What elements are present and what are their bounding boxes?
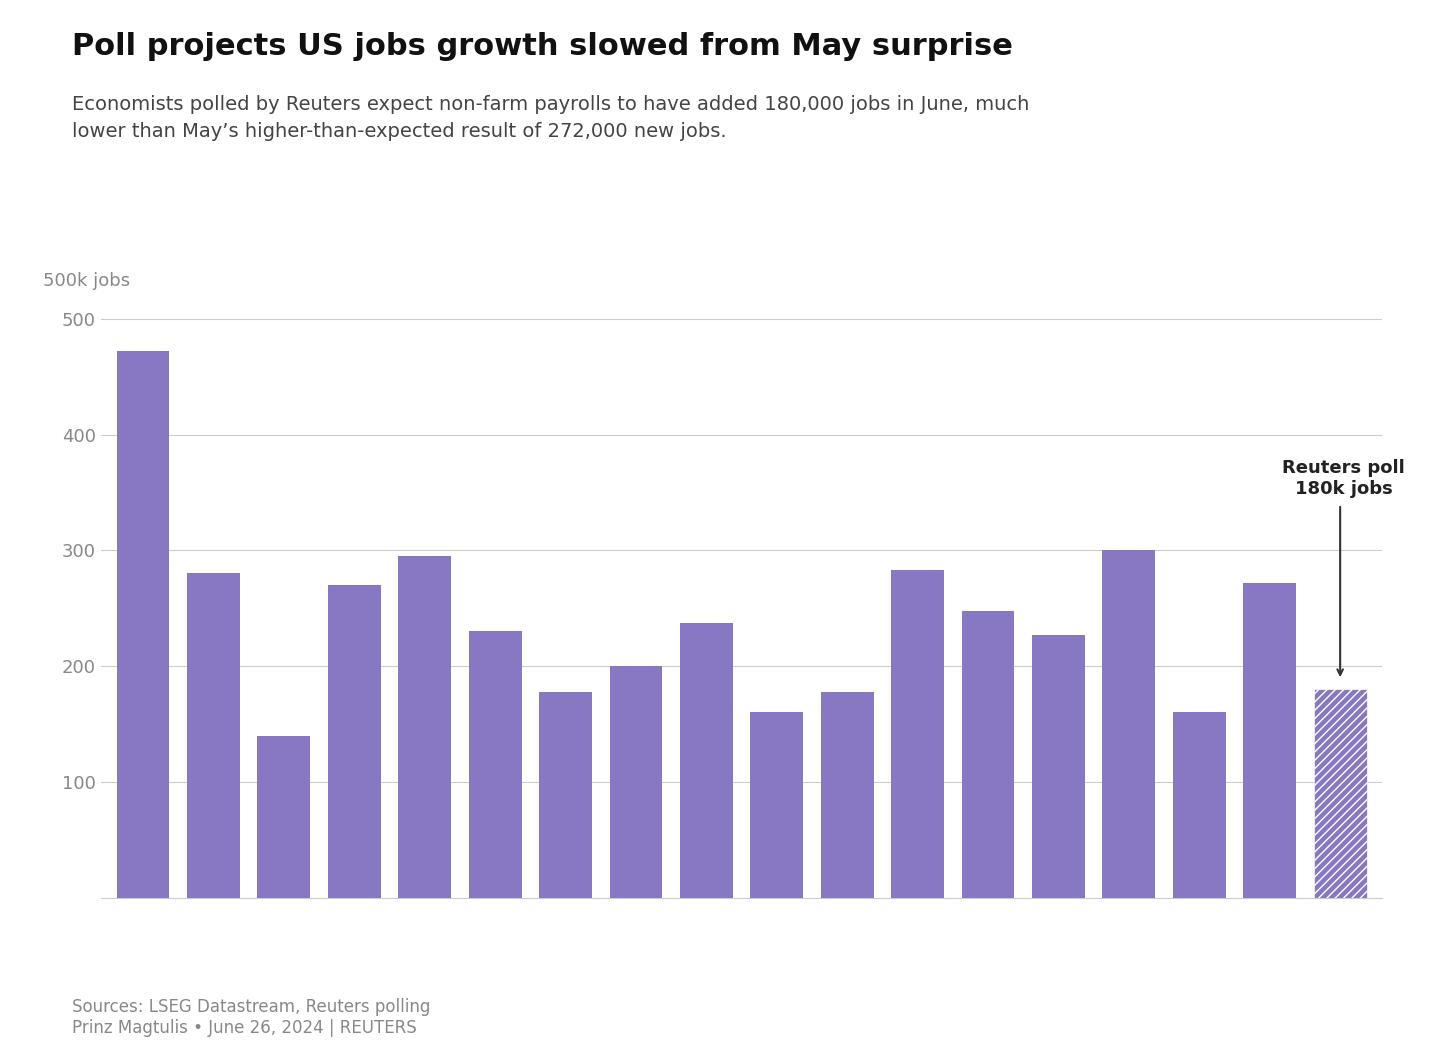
Bar [1243,583,1296,898]
Bar [399,557,451,898]
Bar [117,352,170,898]
Text: 500k jobs: 500k jobs [43,271,130,289]
Text: Poll projects US jobs growth slowed from May surprise: Poll projects US jobs growth slowed from… [72,32,1012,60]
Bar [821,692,874,898]
Bar [750,713,804,898]
Text: Sources: LSEG Datastream, Reuters polling: Sources: LSEG Datastream, Reuters pollin… [72,998,431,1016]
Bar [962,610,1014,898]
Bar [609,666,662,898]
Bar [258,736,310,898]
Text: Prinz Magtulis • June 26, 2024 | REUTERS: Prinz Magtulis • June 26, 2024 | REUTERS [72,1019,416,1037]
Bar [187,573,240,898]
Bar [328,585,380,898]
Bar [891,570,945,898]
Bar [680,623,733,898]
Bar [1032,635,1084,898]
Bar [1313,690,1367,898]
Bar [1174,713,1225,898]
Text: Reuters poll
180k jobs: Reuters poll 180k jobs [1282,459,1405,498]
Bar [1103,550,1155,898]
Text: Economists polled by Reuters expect non-farm payrolls to have added 180,000 jobs: Economists polled by Reuters expect non-… [72,95,1030,140]
Bar [469,631,521,898]
Bar [539,692,592,898]
